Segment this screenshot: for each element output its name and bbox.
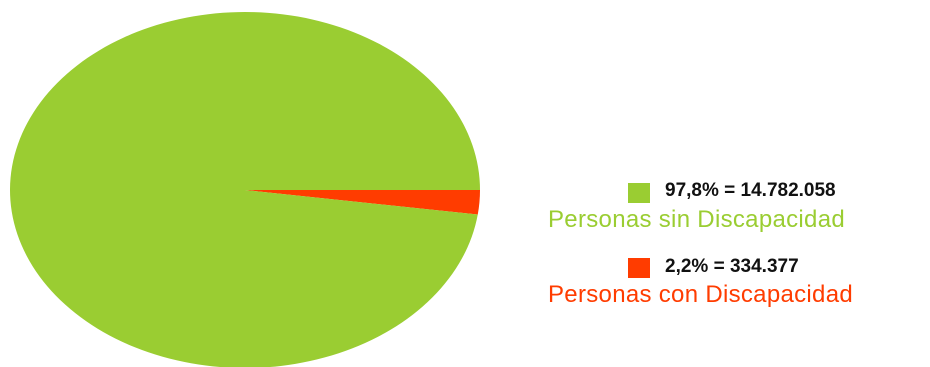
pie-slice-con-discapacidad	[245, 190, 480, 215]
pie-slice-sin-discapacidad	[10, 12, 480, 367]
pie-slices	[10, 12, 480, 367]
legend-swatch-con-discapacidad	[628, 258, 650, 278]
legend-label-con-discapacidad: Personas con Discapacidad	[548, 281, 854, 308]
legend-swatch-sin-discapacidad	[628, 183, 650, 203]
legend-label-sin-discapacidad: Personas sin Discapacidad	[548, 206, 845, 233]
legend-value-sin-discapacidad: 97,8% = 14.782.058	[665, 180, 836, 201]
legend-value-con-discapacidad: 2,2% = 334.377	[665, 256, 799, 277]
